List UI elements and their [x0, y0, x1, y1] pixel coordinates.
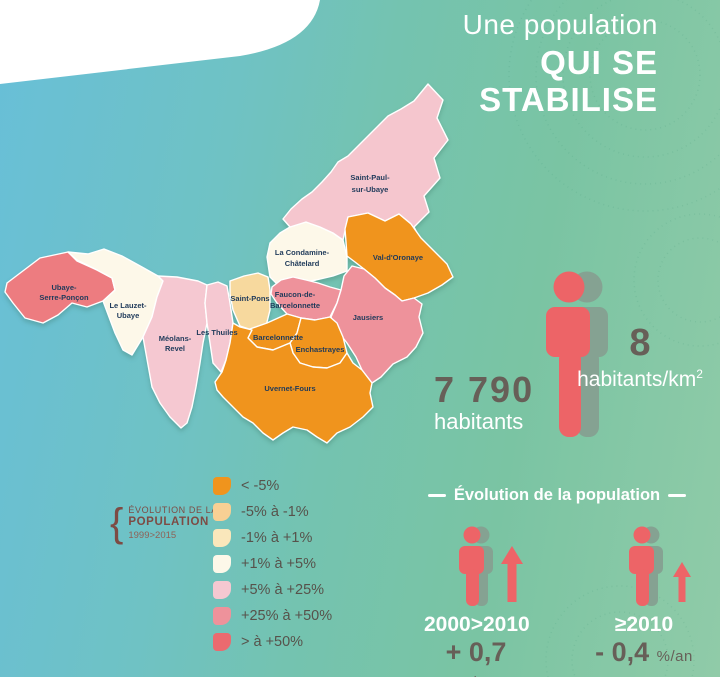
label-les-thuiles: Les Thuiles: [196, 328, 237, 337]
period-range: 2000>2010: [424, 613, 530, 636]
density-value: 8: [629, 322, 651, 364]
legend-heading-line1: ÉVOLUTION DE LA: [128, 505, 218, 515]
legend-label: +25% à +50%: [241, 608, 333, 624]
label-faucon: Faucon-de-: [275, 290, 316, 299]
period-value: - 0,4 %/an: [595, 637, 693, 667]
period-unit: %/an: [656, 648, 693, 665]
legend-swatch: [213, 633, 231, 651]
density-stat: 8 habitants/km2: [575, 323, 705, 391]
legend-item: +1% à +5%: [213, 555, 332, 573]
brace-glyph: {: [110, 501, 124, 545]
period-range: ≥2010: [614, 613, 674, 636]
evolution-pictogram-2000-2010: [459, 526, 523, 606]
legend-swatch: [213, 503, 231, 521]
label-saint-pons: Saint-Pons: [230, 294, 269, 303]
population-stat: 7 790 habitants: [434, 370, 534, 434]
legend-swatch: [213, 477, 231, 495]
population-pictogram: [546, 271, 608, 437]
legend-label: +1% à +5%: [241, 556, 316, 572]
title-line-1: Une population: [462, 9, 658, 40]
commune-uvernet-fours: [214, 322, 374, 444]
label-meolans-revel: Méolans-: [159, 334, 192, 343]
label-meolans-revel-2: Revel: [165, 344, 185, 353]
legend-swatch: [213, 555, 231, 573]
person-icon: [629, 526, 654, 606]
label-faucon-2: Barcelonnette: [270, 301, 320, 310]
label-la-condamine-2: Châtelard: [285, 259, 320, 268]
commune-val-d-oronaye: [344, 212, 454, 302]
label-ubaye-serre-poncon-2: Serre-Ponçon: [39, 293, 89, 302]
map-legend: < -5% -5% à -1% -1% à +1% +1% à +5% +5% …: [213, 477, 332, 659]
commune-labels: Ubaye- Serre-Ponçon Le Lauzet- Ubaye Méo…: [39, 173, 423, 393]
commune-saint-pons: [229, 272, 271, 331]
person-icon: [459, 526, 484, 606]
evolution-period-2010: ≥2010 - 0,4 %/an: [592, 614, 696, 670]
legend-item: -5% à -1%: [213, 503, 332, 521]
legend-swatch: [213, 529, 231, 547]
label-le-lauzet-ubaye: Le Lauzet-: [109, 301, 147, 310]
population-label: habitants: [434, 409, 524, 434]
legend-label: < -5%: [241, 478, 280, 494]
label-uvernet-fours: Uvernet-Fours: [264, 384, 315, 393]
evolution-period-2000-2010: 2000>2010 + 0,7 %/an: [424, 613, 530, 677]
dash-right: [668, 494, 686, 497]
commune-le-lauzet-ubaye: [67, 248, 164, 356]
title-line-3: STABILISE: [479, 81, 658, 118]
legend-item: -1% à +1%: [213, 529, 332, 547]
page-title: Une population QUI SE STABILISE: [463, 8, 658, 118]
label-saint-paul-2: sur-Ubaye: [352, 185, 389, 194]
legend-item: < -5%: [213, 477, 332, 495]
legend-item: +25% à +50%: [213, 607, 332, 625]
arrow-up-icon: [673, 562, 691, 602]
title-line-2: QUI SE: [540, 44, 658, 81]
density-label: habitants/km2: [577, 367, 703, 391]
evolution-pictogram-2010: [629, 526, 691, 606]
period-value: + 0,7 %/an: [424, 639, 528, 677]
legend-label: > à +50%: [241, 634, 304, 650]
legend-label: -5% à -1%: [241, 504, 309, 520]
label-le-lauzet-ubaye-2: Ubaye: [117, 311, 140, 320]
legend-item: > à +50%: [213, 633, 332, 651]
label-barcelonnette: Barcelonnette: [253, 333, 303, 342]
arrow-up-icon: [501, 546, 523, 602]
label-jausiers: Jausiers: [353, 313, 383, 322]
legend-label: +5% à +25%: [241, 582, 325, 598]
label-enchastrayes: Enchastrayes: [296, 345, 345, 354]
commune-saint-paul-sur-ubaye: [282, 83, 449, 241]
dash-left: [428, 494, 446, 497]
legend-item: +5% à +25%: [213, 581, 332, 599]
label-val-d-oronaye: Val-d'Oronaye: [373, 253, 423, 262]
legend-heading: { ÉVOLUTION DE LA POPULATION 1999>2015: [110, 503, 218, 543]
evolution-title: Évolution de la population: [453, 486, 661, 504]
label-ubaye-serre-poncon: Ubaye-: [51, 283, 77, 292]
evolution-section-header: Évolution de la population: [428, 486, 686, 505]
population-value: 7 790: [434, 369, 535, 410]
period-unit: %/an: [458, 674, 494, 677]
legend-heading-line3: 1999>2015: [128, 530, 177, 541]
person-icon: [546, 271, 590, 437]
label-saint-paul: Saint-Paul-: [350, 173, 390, 182]
density-exponent: 2: [696, 367, 703, 381]
legend-label: -1% à +1%: [241, 530, 313, 546]
legend-swatch: [213, 581, 231, 599]
legend-swatch: [213, 607, 231, 625]
legend-heading-line2: POPULATION: [128, 516, 209, 528]
label-la-condamine: La Condamine-: [275, 248, 330, 257]
